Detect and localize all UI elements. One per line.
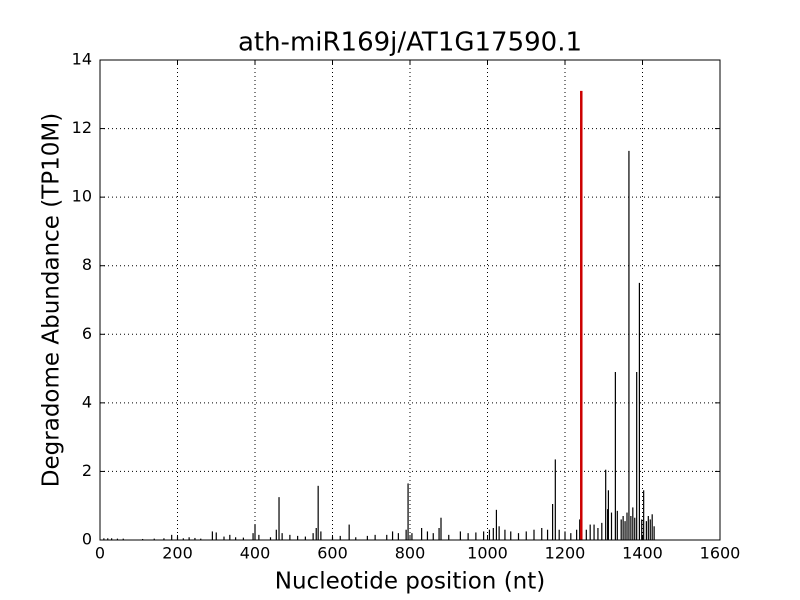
x-tick-label: 0 (95, 544, 105, 563)
plot-frame (99, 59, 721, 541)
x-tick-label: 1200 (545, 544, 586, 563)
x-tick-label: 1000 (467, 544, 508, 563)
x-axis-label: Nucleotide position (nt) (275, 569, 545, 595)
y-tick-label: 4 (82, 392, 92, 411)
x-tick-label: 1400 (622, 544, 663, 563)
y-axis-label: Degradome Abundance (TP10M) (39, 113, 65, 487)
x-tick-label: 1600 (700, 544, 741, 563)
y-tick-label: 6 (82, 324, 92, 343)
y-tick-label: 12 (72, 118, 92, 137)
y-tick-label: 14 (72, 50, 92, 69)
y-tick-label: 8 (82, 255, 92, 274)
x-tick-label: 200 (162, 544, 193, 563)
x-tick-label: 800 (395, 544, 426, 563)
chart-title: ath-miR169j/AT1G17590.1 (238, 28, 582, 58)
x-tick-label: 600 (317, 544, 348, 563)
y-tick-label: 2 (82, 461, 92, 480)
x-tick-label: 400 (240, 544, 271, 563)
y-tick-label: 0 (82, 530, 92, 549)
y-tick-label: 10 (72, 187, 92, 206)
